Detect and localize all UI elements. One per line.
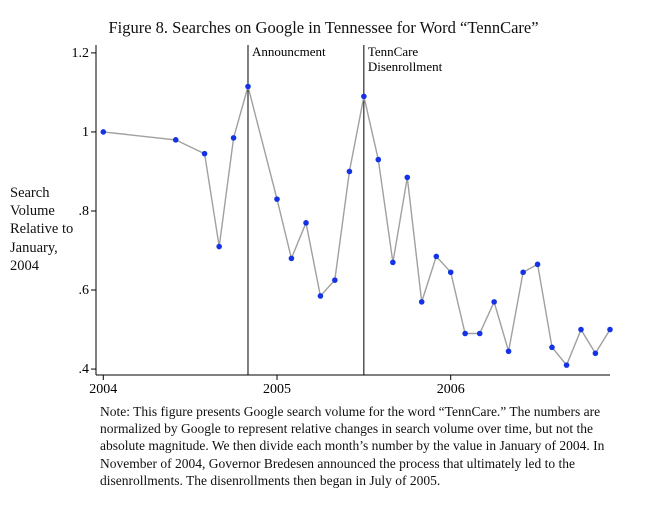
data-point [274, 196, 280, 202]
series-polyline [103, 87, 610, 366]
data-point [520, 269, 526, 275]
data-point [462, 331, 468, 337]
data-points [100, 84, 612, 368]
data-point [390, 260, 396, 266]
data-point [347, 169, 353, 175]
data-point [332, 277, 338, 283]
data-point [607, 327, 613, 333]
axes: .4 .6 .8 1 1.2 2004 2005 2006 [72, 45, 611, 397]
data-point [289, 256, 295, 262]
data-point [318, 293, 324, 299]
data-point [231, 135, 237, 141]
data-point [564, 362, 570, 368]
x-tick-label: 2006 [437, 382, 465, 397]
data-point [375, 157, 381, 163]
data-point [433, 254, 439, 260]
y-tick-label: 1.2 [72, 46, 90, 61]
data-point [549, 345, 555, 351]
x-tick-label: 2004 [89, 382, 117, 397]
data-point [491, 299, 497, 305]
data-point [303, 220, 309, 226]
y-tick-label: .6 [79, 283, 90, 298]
data-point [477, 331, 483, 337]
data-point [578, 327, 584, 333]
data-point [419, 299, 425, 305]
annotation-label: TennCare [368, 44, 419, 59]
figure-note: Note: This figure presents Google search… [100, 403, 620, 489]
series-line [103, 87, 610, 366]
annotation-label: Disenrollment [368, 59, 443, 74]
data-point [245, 84, 251, 90]
x-tick-label: 2005 [263, 382, 291, 397]
data-point [216, 244, 222, 250]
y-tick-label: .8 [79, 204, 90, 219]
data-point [535, 262, 541, 268]
data-point [404, 175, 410, 181]
annotation-label: Announcment [252, 44, 326, 59]
data-point [448, 269, 454, 275]
y-tick-label: 1 [82, 125, 89, 140]
data-point [202, 151, 208, 157]
line-chart: .4 .6 .8 1 1.2 2004 2005 2006 Announcment TennCa… [0, 0, 647, 400]
data-point [506, 348, 512, 354]
data-point [100, 129, 106, 135]
y-tick-label: .4 [79, 362, 90, 377]
data-point [361, 94, 367, 100]
figure: Figure 8. Searches on Google in Tennesse… [0, 0, 647, 524]
data-point [173, 137, 179, 143]
data-point [593, 350, 599, 356]
